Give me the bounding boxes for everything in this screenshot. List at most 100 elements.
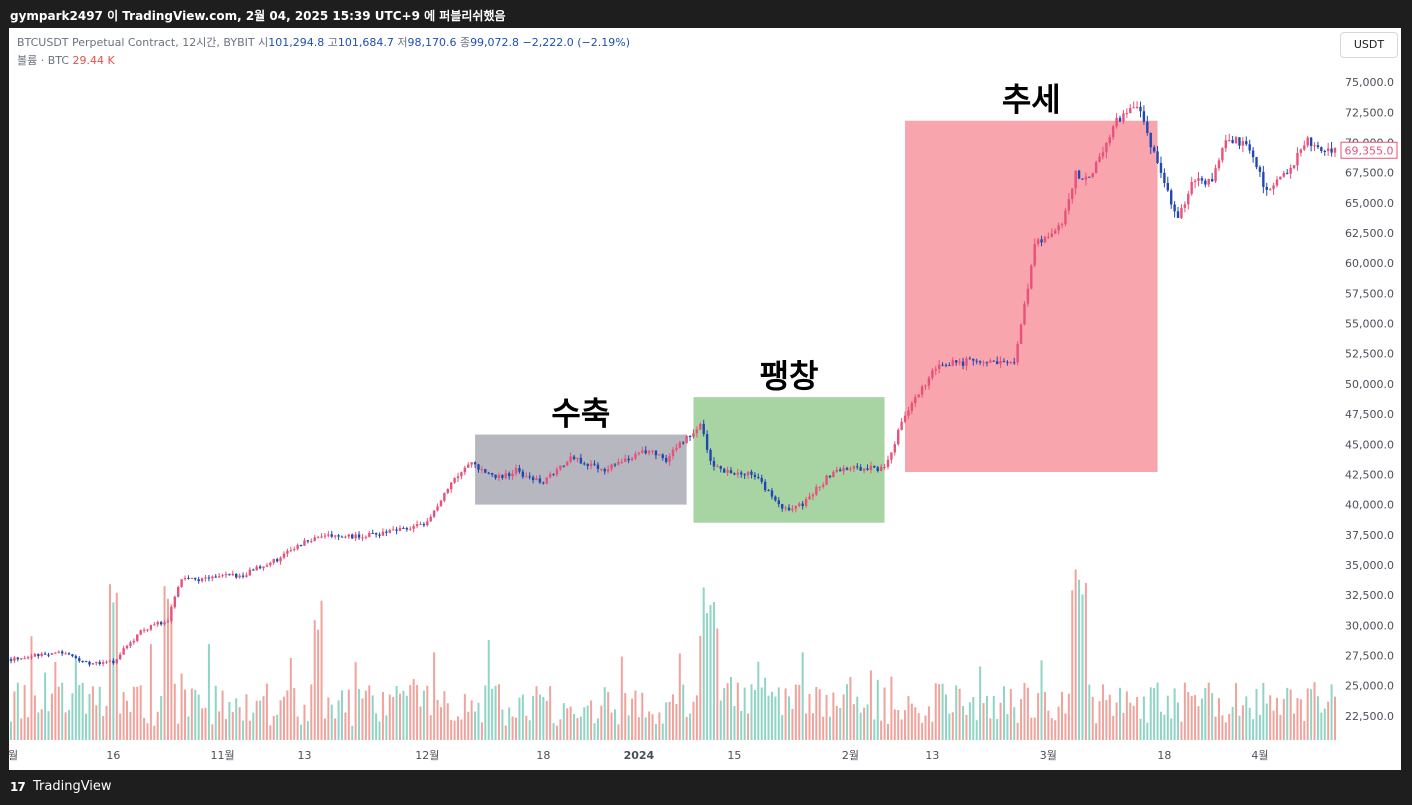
candle-body bbox=[1057, 225, 1060, 231]
candle-body bbox=[593, 463, 596, 465]
candle-body bbox=[1217, 160, 1221, 169]
volume-bar bbox=[825, 695, 828, 740]
candle-body bbox=[740, 472, 743, 475]
candle-body bbox=[808, 496, 811, 500]
contraction-box[interactable] bbox=[475, 434, 687, 505]
candle-body bbox=[432, 510, 436, 517]
price-tick-label: 60,000.0 bbox=[1345, 257, 1394, 270]
footer-bar: 17 TradingView bbox=[0, 770, 1412, 805]
candle-body bbox=[1129, 108, 1132, 114]
volume-bar bbox=[764, 677, 767, 740]
volume-bar bbox=[1204, 687, 1207, 740]
volume-bar bbox=[1125, 691, 1128, 740]
volume-bar bbox=[1159, 711, 1162, 740]
volume-bar bbox=[392, 697, 395, 740]
candle-body bbox=[166, 621, 170, 623]
high-value: 101,684.7 bbox=[337, 36, 394, 49]
volume-bar bbox=[1320, 712, 1323, 740]
volume-bar bbox=[1078, 579, 1081, 740]
candle-body bbox=[453, 478, 456, 483]
candle-body bbox=[1187, 193, 1190, 205]
candle-body bbox=[849, 468, 852, 470]
volume-bar bbox=[61, 682, 64, 740]
symbol-name: BTCUSDT Perpetual Contract, 12시간, BYBIT bbox=[17, 36, 255, 49]
candle-body bbox=[118, 654, 122, 660]
candle-body bbox=[494, 474, 497, 478]
volume-bar bbox=[1037, 693, 1040, 740]
volume-bar bbox=[375, 713, 378, 740]
volume-bar bbox=[419, 706, 422, 740]
volume-bar bbox=[1238, 715, 1241, 740]
volume-bar bbox=[1013, 707, 1016, 740]
candle-body bbox=[310, 541, 313, 543]
candle-body bbox=[757, 477, 760, 479]
candle-body bbox=[508, 473, 511, 477]
volume-bar bbox=[907, 696, 910, 740]
candle-body bbox=[20, 658, 23, 660]
candle-body bbox=[1053, 230, 1057, 234]
candle-body bbox=[794, 505, 798, 509]
volume-bar bbox=[965, 714, 968, 740]
candle-body bbox=[23, 658, 26, 660]
price-tick-label: 72,500.0 bbox=[1345, 106, 1394, 119]
candle-body bbox=[67, 653, 71, 655]
volume-bar bbox=[702, 587, 705, 740]
volume-bar bbox=[538, 694, 541, 740]
volume-bar bbox=[859, 712, 862, 740]
candle-body bbox=[791, 508, 794, 511]
tradingview-logo-icon[interactable]: 17 bbox=[10, 780, 26, 794]
candle-body bbox=[504, 473, 507, 478]
volume-bar bbox=[477, 702, 480, 740]
candle-body bbox=[692, 433, 695, 437]
volume-bar bbox=[180, 673, 183, 740]
candle-body bbox=[1023, 303, 1026, 325]
candle-body bbox=[258, 566, 262, 569]
candle-body bbox=[330, 534, 333, 537]
volume-bar bbox=[443, 691, 446, 740]
tradingview-brand[interactable]: TradingView bbox=[33, 779, 112, 794]
candle-body bbox=[1299, 149, 1303, 153]
volume-bar bbox=[832, 692, 835, 740]
volume-bar bbox=[1023, 682, 1026, 740]
volume-bar bbox=[170, 604, 173, 740]
candle-body bbox=[405, 528, 409, 530]
candle-body bbox=[566, 461, 569, 466]
symbol-legend: BTCUSDT Perpetual Contract, 12시간, BYBIT … bbox=[17, 34, 630, 50]
volume-bar bbox=[849, 676, 852, 740]
candle-body bbox=[634, 453, 637, 459]
volume-bar bbox=[218, 711, 221, 740]
volume-bar bbox=[409, 684, 412, 740]
volume-bar bbox=[1183, 682, 1186, 740]
volume-bar bbox=[678, 653, 681, 740]
volume-bar bbox=[989, 718, 992, 740]
candle-body bbox=[449, 482, 453, 490]
candle-body bbox=[572, 456, 576, 460]
expansion-box[interactable] bbox=[693, 397, 885, 523]
volume-bar bbox=[327, 697, 330, 740]
volume-bar bbox=[525, 715, 528, 740]
trend-box[interactable] bbox=[905, 120, 1158, 473]
candle-body bbox=[893, 444, 897, 453]
publish-header: gympark2497 이 TradingView.com, 2월 04, 20… bbox=[0, 0, 1412, 28]
candle-body bbox=[910, 403, 914, 411]
volume-bar bbox=[1071, 590, 1074, 740]
candle-body bbox=[1081, 178, 1084, 180]
candle-body bbox=[907, 410, 910, 416]
candle-body bbox=[521, 471, 525, 477]
currency-button[interactable]: USDT bbox=[1340, 32, 1398, 58]
volume-bar bbox=[395, 685, 398, 740]
candle-body bbox=[603, 468, 606, 472]
candle-body bbox=[412, 526, 415, 529]
volume-bar bbox=[709, 604, 712, 740]
time-tick-label: 12월 bbox=[415, 749, 439, 762]
volume-bar bbox=[44, 672, 47, 740]
candle-body bbox=[1262, 171, 1265, 187]
candle-body bbox=[1282, 173, 1286, 177]
volume-bar bbox=[583, 707, 586, 740]
candle-body bbox=[473, 462, 477, 465]
candle-body bbox=[37, 653, 40, 657]
candle-body bbox=[1306, 137, 1309, 146]
volume-bar bbox=[641, 692, 644, 740]
chart-canvas[interactable]: 수축 팽창 추세 22,500.0 25,000.0 27,500.0 30,000.0 3… bbox=[9, 28, 1401, 770]
candle-body bbox=[381, 531, 385, 536]
